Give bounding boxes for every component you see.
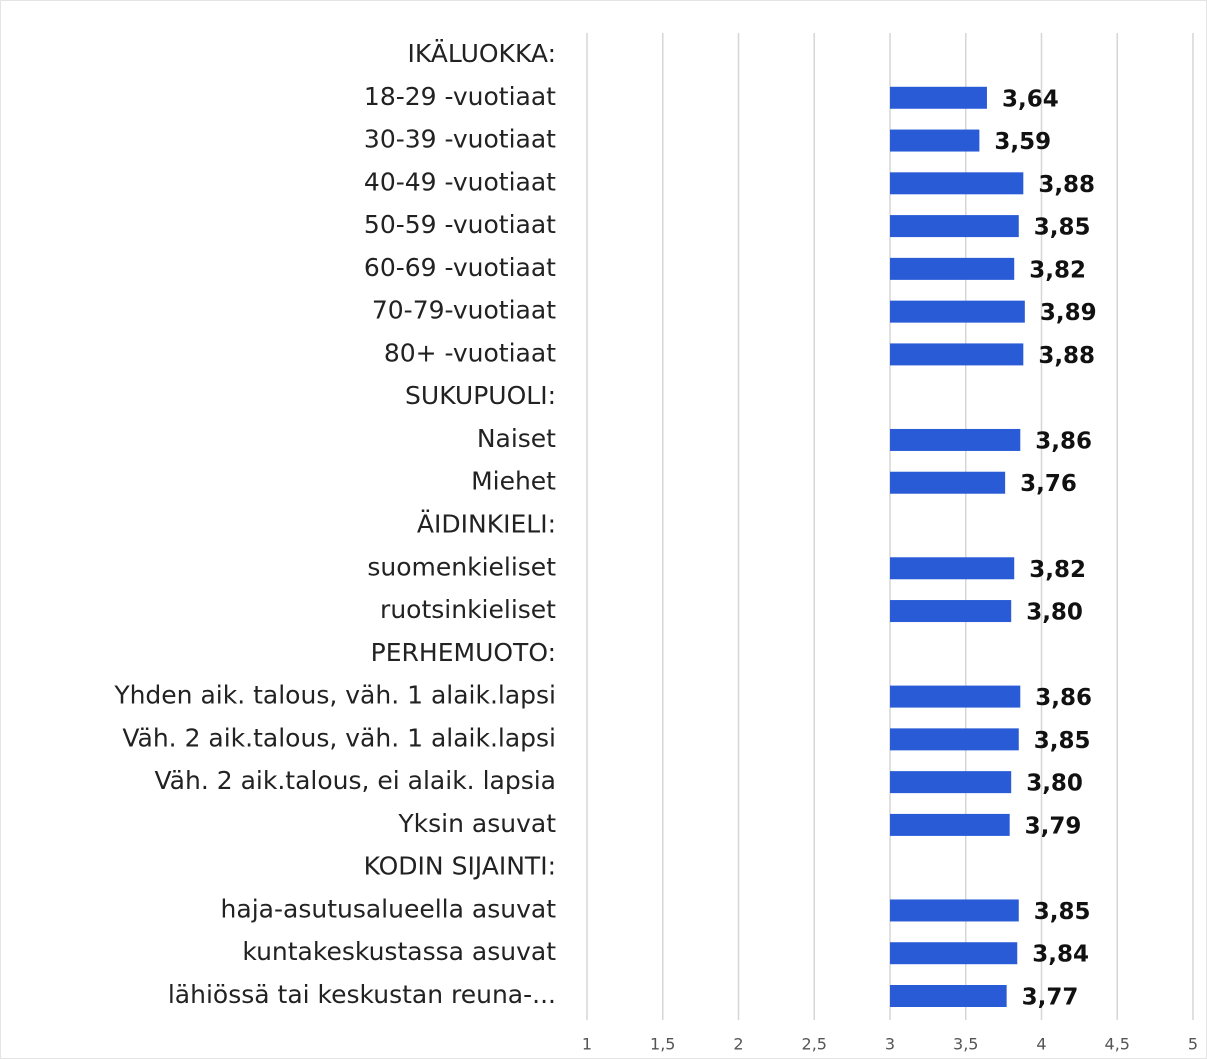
y-tick-label: Naiset [477, 424, 556, 453]
y-tick-label: kuntakeskustassa asuvat [242, 937, 556, 966]
x-tick-label: 1 [582, 1035, 592, 1054]
bar [890, 728, 1019, 751]
y-tick-label: Väh. 2 aik.talous, väh. 1 alaik.lapsi [122, 723, 556, 752]
y-tick-label: KODIN SIJAINTI: [364, 852, 556, 881]
value-label: 3,86 [1035, 685, 1092, 711]
x-tick-label: 1,5 [650, 1035, 675, 1054]
y-tick-label: ÄIDINKIELI: [417, 510, 556, 539]
value-label: 3,79 [1025, 813, 1082, 839]
bar [890, 215, 1019, 238]
value-label: 3,88 [1038, 172, 1095, 198]
y-tick-label: Väh. 2 aik.talous, ei alaik. lapsia [155, 766, 557, 795]
bar [890, 300, 1025, 323]
y-tick-label: 40-49 -vuotiaat [364, 167, 556, 196]
value-label: 3,84 [1032, 942, 1089, 968]
y-tick-label: 50-59 -vuotiaat [364, 210, 556, 239]
bar [890, 899, 1019, 922]
y-tick-label: IKÄLUOKKA: [407, 39, 556, 68]
bar [890, 428, 1021, 451]
bar [890, 471, 1006, 494]
y-tick-label: haja-asutusalueella asuvat [221, 894, 557, 923]
y-tick-label: 60-69 -vuotiaat [364, 253, 556, 282]
bar [890, 600, 1012, 623]
value-label: 3,80 [1026, 771, 1083, 797]
value-label: 3,76 [1020, 471, 1077, 497]
value-label: 3,89 [1040, 300, 1097, 326]
y-tick-label: 18-29 -vuotiaat [364, 82, 556, 111]
bar [890, 172, 1024, 195]
x-tick-label: 2,5 [802, 1035, 827, 1054]
x-tick-label: 2 [733, 1035, 743, 1054]
value-label: 3,82 [1029, 257, 1086, 283]
value-label: 3,85 [1034, 728, 1091, 754]
bar [890, 343, 1024, 366]
bar [890, 86, 987, 109]
bar [890, 685, 1021, 708]
y-tick-label: SUKUPUOLI: [405, 381, 556, 410]
y-tick-label: 70-79-vuotiaat [372, 296, 556, 325]
value-label: 3,86 [1035, 428, 1092, 454]
bar [890, 985, 1007, 1007]
bar [890, 129, 980, 152]
y-tick-label: suomenkieliset [367, 552, 556, 581]
bar [890, 813, 1010, 836]
y-tick-label: PERHEMUOTO: [371, 638, 556, 667]
x-tick-label: 3 [885, 1035, 895, 1054]
y-tick-label: Yksin asuvat [397, 809, 556, 838]
value-label: 3,64 [1002, 86, 1059, 112]
x-tick-label: 4,5 [1105, 1035, 1130, 1054]
x-tick-label: 4 [1036, 1035, 1046, 1054]
y-tick-label: ruotsinkieliset [380, 595, 556, 624]
value-label: 3,77 [1022, 985, 1079, 1011]
bar [890, 557, 1015, 580]
value-label: 3,80 [1026, 600, 1083, 626]
value-label: 3,85 [1034, 899, 1091, 925]
y-tick-label: Yhden aik. talous, väh. 1 alaik.lapsi [113, 681, 556, 710]
bar [890, 257, 1015, 280]
y-tick-label: lähiössä tai keskustan reuna-... [168, 980, 556, 1009]
bar [890, 942, 1018, 965]
bar [890, 771, 1012, 794]
y-tick-label: 30-39 -vuotiaat [364, 125, 556, 154]
value-label: 3,82 [1029, 557, 1086, 583]
value-label: 3,88 [1038, 343, 1095, 369]
x-tick-label: 3,5 [953, 1035, 978, 1054]
x-tick-label: 5 [1188, 1035, 1198, 1054]
y-tick-label: Miehet [471, 467, 556, 496]
value-label: 3,85 [1034, 215, 1091, 241]
y-tick-label: 80+ -vuotiaat [384, 338, 556, 367]
value-label: 3,59 [994, 129, 1051, 155]
